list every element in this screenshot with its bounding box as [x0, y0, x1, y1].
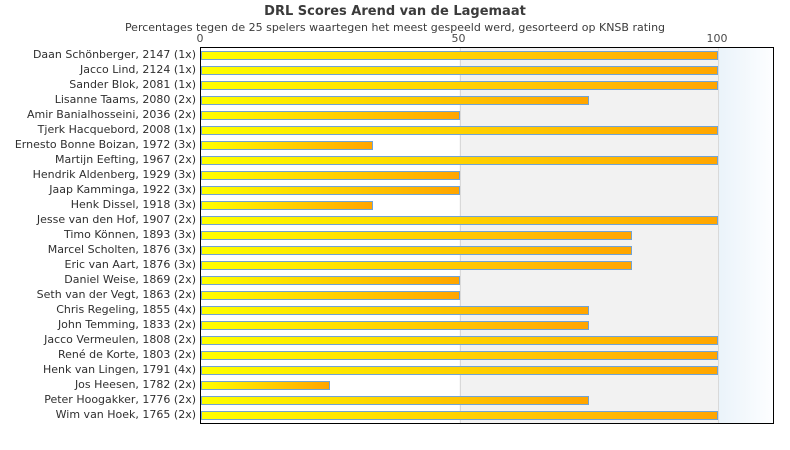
player-label: René de Korte, 1803 (2x)	[58, 348, 196, 361]
bar-row	[201, 408, 773, 423]
bar-row	[201, 213, 773, 228]
bar-row	[201, 108, 773, 123]
chart-subtitle: Percentages tegen de 25 spelers waartege…	[124, 21, 666, 34]
player-label: John Temming, 1833 (2x)	[57, 318, 196, 331]
player-label: Hendrik Aldenberg, 1929 (3x)	[32, 168, 196, 181]
bar-row	[201, 288, 773, 303]
player-label: Jacco Lind, 2124 (1x)	[79, 63, 196, 76]
player-label: Martijn Eefting, 1967 (2x)	[55, 153, 196, 166]
score-bar	[201, 126, 718, 135]
score-bar	[201, 381, 331, 390]
bar-row	[201, 183, 773, 198]
player-label: Eric van Aart, 1876 (3x)	[64, 258, 196, 271]
score-bar	[201, 336, 718, 345]
bar-row	[201, 228, 773, 243]
bar-row	[201, 198, 773, 213]
score-bar	[201, 186, 460, 195]
score-bar	[201, 171, 460, 180]
score-bar	[201, 96, 589, 105]
score-bar	[201, 291, 460, 300]
score-bar	[201, 156, 718, 165]
player-label: Ernesto Bonne Boizan, 1972 (3x)	[14, 138, 196, 151]
score-bar	[201, 411, 718, 420]
bar-row	[201, 393, 773, 408]
bar-row	[201, 63, 773, 78]
player-label: Seth van der Vegt, 1863 (2x)	[36, 288, 196, 301]
score-bar	[201, 231, 632, 240]
score-bar	[201, 366, 718, 375]
player-label: Henk van Lingen, 1791 (4x)	[42, 363, 196, 376]
score-bar	[201, 351, 718, 360]
chart-title: DRL Scores Arend van de Lagemaat	[264, 4, 526, 19]
bar-row	[201, 258, 773, 273]
bar-row	[201, 123, 773, 138]
x-tick-label: 50	[451, 32, 466, 45]
player-label: Peter Hoogakker, 1776 (2x)	[44, 393, 196, 406]
player-label: Jacco Vermeulen, 1808 (2x)	[44, 333, 196, 346]
bar-row	[201, 168, 773, 183]
score-bar	[201, 81, 718, 90]
bar-row	[201, 303, 773, 318]
bar-row	[201, 93, 773, 108]
player-label: Henk Dissel, 1918 (3x)	[70, 198, 196, 211]
player-label: Jaap Kamminga, 1922 (3x)	[49, 183, 196, 196]
bar-row	[201, 78, 773, 93]
gridline	[718, 48, 719, 423]
player-label: Wim van Hoek, 1765 (2x)	[55, 408, 196, 421]
score-bar	[201, 276, 460, 285]
player-label: Sander Blok, 2081 (1x)	[69, 78, 196, 91]
score-bar	[201, 216, 718, 225]
y-axis-labels: Daan Schönberger, 2147 (1x) Jacco Lind, 2…	[0, 47, 196, 422]
player-label: Timo Können, 1893 (3x)	[63, 228, 196, 241]
player-label: Chris Regeling, 1855 (4x)	[56, 303, 196, 316]
x-tick-label: 100	[706, 32, 728, 45]
player-label: Jesse van den Hof, 1907 (2x)	[36, 213, 196, 226]
bar-row	[201, 363, 773, 378]
plot-area	[200, 47, 774, 424]
score-bar	[201, 111, 460, 120]
score-bar	[201, 396, 589, 405]
player-label: Marcel Scholten, 1876 (3x)	[47, 243, 196, 256]
player-label: Tjerk Hacquebord, 2008 (1x)	[37, 123, 196, 136]
bar-row	[201, 333, 773, 348]
score-bar	[201, 261, 632, 270]
score-bar	[201, 66, 718, 75]
bar-row	[201, 243, 773, 258]
score-bar	[201, 306, 589, 315]
score-bar	[201, 141, 374, 150]
plot-rows	[201, 48, 773, 423]
bar-row	[201, 48, 773, 63]
player-label: Daan Schönberger, 2147 (1x)	[32, 48, 196, 61]
player-label: Amir Banialhosseini, 2036 (2x)	[26, 108, 196, 121]
bar-row	[201, 138, 773, 153]
x-axis-ticks: 0 50 100	[196, 32, 772, 46]
player-label: Lisanne Taams, 2080 (2x)	[54, 93, 196, 106]
score-bar	[201, 201, 374, 210]
x-tick-label: 0	[196, 32, 204, 45]
score-bar	[201, 246, 632, 255]
player-label: Daniel Weise, 1869 (2x)	[64, 273, 196, 286]
bar-row	[201, 378, 773, 393]
score-bar	[201, 321, 589, 330]
bar-row	[201, 348, 773, 363]
bar-row	[201, 318, 773, 333]
player-label: Jos Heesen, 1782 (2x)	[74, 378, 196, 391]
score-bar	[201, 51, 718, 60]
bar-row	[201, 273, 773, 288]
bar-row	[201, 153, 773, 168]
